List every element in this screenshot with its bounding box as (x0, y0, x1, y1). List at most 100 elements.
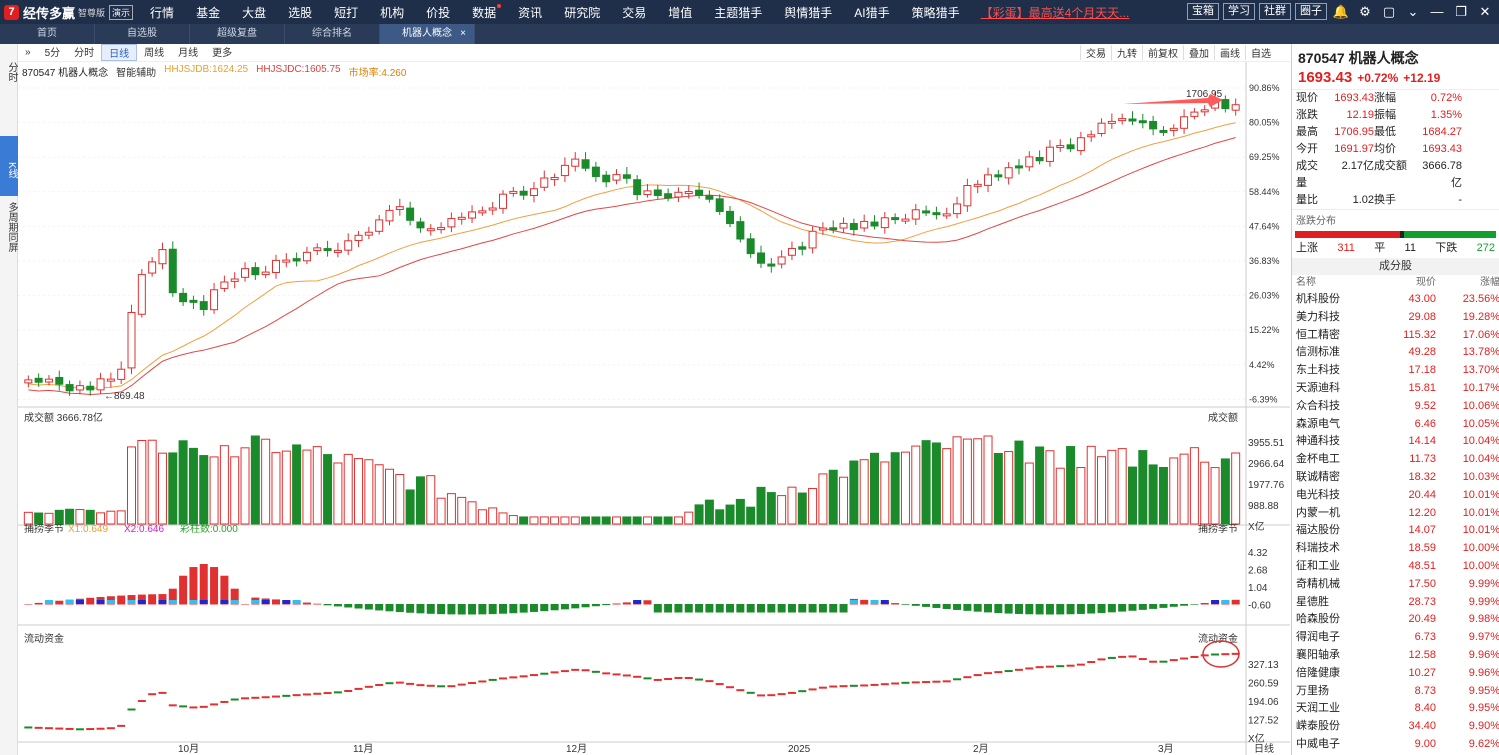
constituent-row[interactable]: 众合科技 9.52 10.06% (1292, 398, 1499, 416)
chart-tool-3[interactable]: 叠加 (1183, 45, 1214, 60)
volume-bar (384, 468, 394, 525)
col-pct[interactable]: 涨幅 (1480, 277, 1499, 288)
main-menu: 行情 基金 大盘 选股 短打 机构 价投 数据 资讯 研究院 交易 增值 主题猎手 舆情猎手 AI猎手 策略猎… (139, 3, 971, 21)
period-3[interactable]: 周线 (144, 48, 165, 59)
menu-item-4[interactable]: 短打 (334, 5, 359, 20)
rail-item-2[interactable]: 多周期同屏 (6, 202, 17, 252)
period-4[interactable]: 月线 (178, 48, 199, 59)
top-button-3[interactable]: 圈子 (1295, 3, 1327, 20)
constituent-row[interactable]: 神通科技 14.14 10.04% (1292, 433, 1499, 451)
menu-item-2[interactable]: 大盘 (242, 5, 267, 20)
constituent-row[interactable]: 天润工业 8.40 9.95% (1292, 700, 1499, 718)
constituent-row[interactable]: 嵘泰股份 34.40 9.90% (1292, 718, 1499, 736)
constituent-row[interactable]: 襄阳轴承 12.58 9.96% (1292, 647, 1499, 665)
x-axis-label: 10月 (178, 743, 199, 755)
col-price[interactable]: 现价 (1416, 277, 1436, 288)
period-0[interactable]: 5分 (44, 48, 61, 59)
window-icon[interactable]: ▢ (1382, 3, 1396, 19)
chart-tool-1[interactable]: 九转 (1111, 45, 1142, 60)
tab-3[interactable]: 综合排名 (285, 24, 380, 44)
chart-tool-2[interactable]: 前复权 (1142, 45, 1183, 60)
constituent-row[interactable]: 奇精机械 17.50 9.99% (1292, 576, 1499, 594)
period-2[interactable]: 日线 (101, 44, 138, 61)
constituent-row[interactable]: 森源电气 6.46 10.05% (1292, 416, 1499, 434)
collapse-icon[interactable]: » (25, 47, 31, 58)
col-name[interactable]: 名称 (1296, 277, 1316, 288)
constituent-row[interactable]: 星德胜 28.73 9.99% (1292, 594, 1499, 612)
candle (984, 174, 993, 186)
bell-icon[interactable]: 🔔 (1332, 3, 1350, 19)
menu-item-12[interactable]: 主题猎手 (714, 5, 763, 20)
menu-item-8[interactable]: 资讯 (518, 5, 543, 20)
smart-assist-toggle[interactable]: 智能辅助 (116, 68, 157, 79)
menu-item-11[interactable]: 增值 (668, 5, 693, 20)
menu-item-6[interactable]: 价投 (426, 5, 451, 20)
constituent-row[interactable]: 信测标准 49.28 13.78% (1292, 344, 1499, 362)
menu-item-15[interactable]: 策略猎手 (911, 5, 960, 20)
macd-marker (44, 600, 53, 604)
close-tab-icon[interactable]: × (460, 28, 466, 39)
macd-bar (1014, 604, 1023, 614)
menu-item-0[interactable]: 行情 (150, 5, 175, 20)
rail-item-1[interactable]: K线 (0, 136, 18, 196)
constituent-row[interactable]: 天源迪科 15.81 10.17% (1292, 380, 1499, 398)
constituent-row[interactable]: 机科股份 43.00 23.56% (1292, 291, 1499, 309)
quote-row: 最高 1706.95 最低 1684.27 (1292, 124, 1499, 141)
menu-item-5[interactable]: 机构 (380, 5, 405, 20)
menu-item-14[interactable]: AI猎手 (854, 5, 890, 20)
menu-item-9[interactable]: 研究院 (564, 5, 601, 20)
volume-bar (1117, 448, 1127, 525)
top-button-0[interactable]: 宝箱 (1187, 3, 1219, 20)
chevron-down-icon[interactable]: ⌄ (1407, 3, 1419, 19)
top-button-2[interactable]: 社群 (1259, 3, 1291, 20)
tab-0[interactable]: 首页 (0, 24, 95, 44)
constituent-row[interactable]: 金杯电工 11.73 10.04% (1292, 451, 1499, 469)
constituent-row[interactable]: 倍隆健康 10.27 9.96% (1292, 665, 1499, 683)
stock-price: 6.46 (1414, 417, 1436, 430)
stock-pct: 17.06% (1462, 328, 1499, 341)
price-axis-label: -6.39% (1249, 394, 1278, 404)
tab-1[interactable]: 自选股 (95, 24, 190, 44)
promo-link[interactable]: 【彩蛋】最高送4个月天天... (980, 5, 1130, 20)
constituent-row[interactable]: 科瑞技术 18.59 10.00% (1292, 540, 1499, 558)
menu-item-10[interactable]: 交易 (622, 5, 647, 20)
period-5[interactable]: 更多 (212, 48, 233, 59)
constituent-row[interactable]: 恒工精密 115.32 17.06% (1292, 327, 1499, 345)
stock-price: 10.27 (1408, 666, 1436, 679)
gear-icon[interactable]: ⚙ (1359, 3, 1371, 19)
chart-tool-5[interactable]: 自选 (1245, 45, 1276, 60)
minimize-icon[interactable]: — (1430, 4, 1444, 19)
volume-bar (942, 448, 952, 525)
constituent-row[interactable]: 电光科技 20.44 10.01% (1292, 487, 1499, 505)
candle (292, 258, 301, 262)
constituent-row[interactable]: 内蒙一机 12.20 10.01% (1292, 505, 1499, 523)
chart-tool-4[interactable]: 画线 (1214, 45, 1245, 60)
menu-item-3[interactable]: 选股 (288, 5, 313, 20)
constituent-row[interactable]: 得润电子 6.73 9.97% (1292, 629, 1499, 647)
stock-name: 襄阳轴承 (1296, 648, 1340, 661)
constituent-row[interactable]: 征和工业 48.51 10.00% (1292, 558, 1499, 576)
restore-icon[interactable]: ❐ (1455, 3, 1467, 19)
chart-tool-0[interactable]: 交易 (1080, 45, 1111, 60)
constituent-row[interactable]: 东土科技 17.18 13.70% (1292, 362, 1499, 380)
top-button-1[interactable]: 学习 (1223, 3, 1255, 20)
candle (664, 193, 673, 199)
constituent-row[interactable]: 福达股份 14.07 10.01% (1292, 522, 1499, 540)
constituent-row[interactable]: 中威电子 9.00 9.62% (1292, 736, 1499, 754)
period-1[interactable]: 分时 (74, 48, 95, 59)
rail-item-0[interactable]: 分时 (6, 62, 17, 82)
tab-4[interactable]: 机器人概念 × (380, 24, 475, 44)
constituent-row[interactable]: 哈森股份 20.49 9.98% (1292, 611, 1499, 629)
volume-bar (1158, 467, 1168, 525)
close-icon[interactable]: ✕ (1479, 3, 1491, 19)
menu-item-13[interactable]: 舆情猎手 (784, 5, 833, 20)
kline-chart[interactable]: 90.86% 80.05% 69.25% 58.44% 47.64% 36.83% 26.0… (18, 62, 1290, 755)
menu-item-7[interactable]: 数据 (461, 3, 507, 21)
macd-bar (818, 604, 827, 613)
app-logo[interactable]: 7 经传多赢 智尊版 演示 (0, 0, 139, 24)
menu-item-1[interactable]: 基金 (196, 5, 221, 20)
constituent-row[interactable]: 联诚精密 18.32 10.03% (1292, 469, 1499, 487)
tab-2[interactable]: 超级复盘 (190, 24, 285, 44)
constituent-row[interactable]: 美力科技 29.08 19.28% (1292, 309, 1499, 327)
constituent-row[interactable]: 万里扬 8.73 9.95% (1292, 683, 1499, 701)
